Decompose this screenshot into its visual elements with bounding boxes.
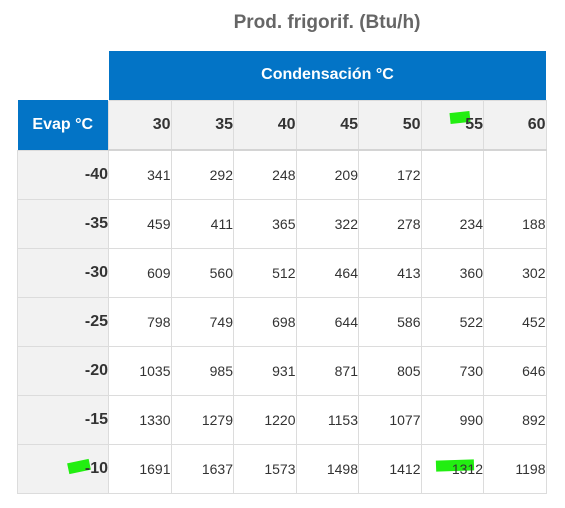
column-header: 40 (233, 99, 297, 151)
column-header: 60 (483, 99, 547, 151)
table-cell: 985 (170, 345, 234, 396)
table-cell: 292 (170, 149, 234, 200)
table-title: Prod. frigorif. (Btu/h) (233, 12, 421, 33)
table-cell: 411 (170, 198, 234, 249)
table-row: -10 1691 1637 1573 1498 1412 1312 1198 (17, 443, 547, 494)
refrigeration-capacity-table: Condensación °C Evap °C 30 35 40 45 50 5… (17, 51, 547, 494)
table-cell: 360 (420, 247, 484, 298)
table-cell: 459 (108, 198, 172, 249)
table-cell: 464 (295, 247, 359, 298)
table-cell: 413 (358, 247, 422, 298)
table-cell: 730 (420, 345, 484, 396)
table-cell: 209 (295, 149, 359, 200)
table-cell: 646 (483, 345, 547, 396)
table-row: -15 1330 1279 1220 1153 1077 990 892 (17, 394, 547, 445)
table-cell: 248 (233, 149, 297, 200)
table-cell: 234 (420, 198, 484, 249)
table-cell: 1153 (295, 394, 359, 445)
table-cell: 871 (295, 345, 359, 396)
table-cell: 892 (483, 394, 547, 445)
table-cell-highlighted: 1312 (420, 443, 484, 494)
row-header: -15 (17, 394, 109, 445)
table-cell: 1077 (358, 394, 422, 445)
row-header: -25 (17, 296, 109, 347)
table-cell: 1198 (483, 443, 547, 494)
table-cell: 1498 (295, 443, 359, 494)
table-cell: 365 (233, 198, 297, 249)
table-cell: 1691 (108, 443, 172, 494)
table-cell: 990 (420, 394, 484, 445)
table-cell: 798 (108, 296, 172, 347)
row-header: -40 (17, 149, 109, 200)
table-cell: 1279 (170, 394, 234, 445)
table-cell: 1330 (108, 394, 172, 445)
row-header: -20 (17, 345, 109, 396)
table-cell: 172 (358, 149, 422, 200)
table-row: -35 459 411 365 322 278 234 188 (17, 198, 547, 249)
table-cell: 278 (358, 198, 422, 249)
row-header: -35 (17, 198, 109, 249)
table-cell: 188 (483, 198, 547, 249)
table-cell: 609 (108, 247, 172, 298)
table-cell: 586 (358, 296, 422, 347)
table-cell: 931 (233, 345, 297, 396)
column-header-highlighted: 55 (420, 99, 484, 151)
table-cell: 522 (420, 296, 484, 347)
table-row: -40 341 292 248 209 172 (17, 149, 547, 200)
table-cell: 749 (170, 296, 234, 347)
table-cell: 1573 (233, 443, 297, 494)
table-corner (17, 51, 109, 100)
row-header-highlighted: -10 (17, 443, 109, 494)
table-cell: 560 (170, 247, 234, 298)
table-cell: 512 (233, 247, 297, 298)
column-header: 30 (108, 99, 172, 151)
table-cell: 644 (295, 296, 359, 347)
evaporation-header: Evap °C (17, 100, 109, 150)
table-cell: 1412 (358, 443, 422, 494)
table-row: -30 609 560 512 464 413 360 302 (17, 247, 547, 298)
table-cell: 805 (358, 345, 422, 396)
column-header: 45 (295, 99, 359, 151)
table-cell: 322 (295, 198, 359, 249)
column-header: 50 (358, 99, 422, 151)
table-cell: 341 (108, 149, 172, 200)
column-header: 35 (170, 99, 234, 151)
table-cell: 1637 (170, 443, 234, 494)
table-cell: 1220 (233, 394, 297, 445)
table-cell: 452 (483, 296, 547, 347)
table-cell (420, 149, 484, 200)
table-row: -20 1035 985 931 871 805 730 646 (17, 345, 547, 396)
condensation-header: Condensación °C (108, 51, 546, 100)
row-header: -30 (17, 247, 109, 298)
table-cell (483, 149, 547, 200)
table-cell: 302 (483, 247, 547, 298)
table-cell: 1035 (108, 345, 172, 396)
table-cell: 698 (233, 296, 297, 347)
table-row: -25 798 749 698 644 586 522 452 (17, 296, 547, 347)
